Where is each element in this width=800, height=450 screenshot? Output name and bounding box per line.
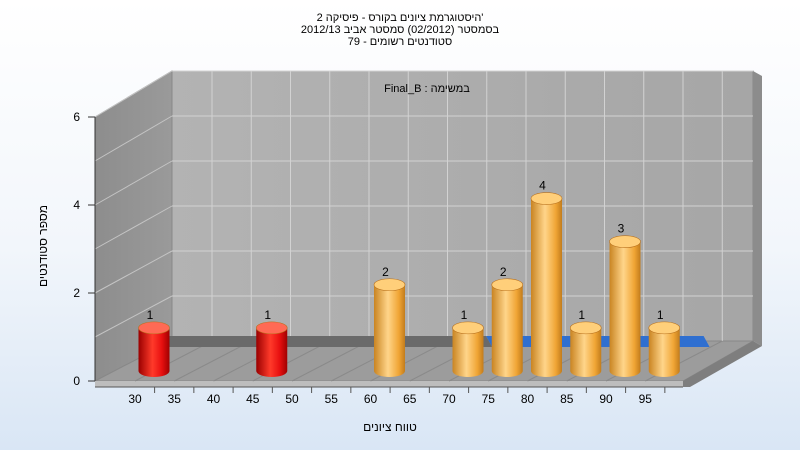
x-tick-label: 75 <box>482 392 496 406</box>
bar-top <box>569 321 602 335</box>
x-axis-label: טווח ציונים <box>363 420 417 434</box>
bar-top <box>530 192 563 205</box>
bar-top <box>491 278 524 292</box>
bar-30: 1 <box>138 308 170 377</box>
bar-value-label: 2 <box>500 265 507 279</box>
x-tick-label: 95 <box>639 392 653 406</box>
x-tick-label: 45 <box>246 392 260 406</box>
bar-body <box>374 284 405 377</box>
chart-title-line-3: סטודנטים רשומים - 79 <box>347 36 453 48</box>
bar-90: 3 <box>609 222 641 377</box>
x-tick-label: 40 <box>207 392 221 406</box>
y-tick-label: 0 <box>73 374 80 388</box>
x-tick-label: 60 <box>364 392 378 406</box>
bar-value-label: 1 <box>264 308 271 322</box>
chart-title-line-1: היסטוגרמת ציונים בקורס - פיסיקה 2' <box>316 12 484 24</box>
bar-body <box>138 327 170 377</box>
bar-75: 2 <box>491 265 524 377</box>
x-tick-label: 55 <box>325 392 339 406</box>
grid-line-diag <box>94 250 173 294</box>
ribbon-gray-segment <box>156 336 493 347</box>
bar-top <box>648 321 681 335</box>
chart-subtitle: Final_B : במשימה <box>384 83 470 95</box>
y-tick-label: 2 <box>73 286 80 300</box>
y-axis-label: מספר סטודנטים <box>36 205 50 287</box>
bar-60: 2 <box>373 265 406 377</box>
x-tick-label: 80 <box>521 392 535 406</box>
bar-top <box>138 321 170 335</box>
bar-70: 1 <box>452 308 484 377</box>
x-tick-label: 70 <box>442 392 456 406</box>
bar-45: 1 <box>255 308 288 377</box>
floor-right-edge <box>683 341 762 387</box>
bar-body <box>648 327 680 377</box>
floor-grid-line <box>291 340 370 382</box>
bar-value-label: 2 <box>382 265 389 279</box>
bar-top <box>609 235 641 248</box>
back-wall-edge <box>753 71 762 346</box>
x-tick-label: 50 <box>285 392 299 406</box>
floor-grid-line <box>174 340 252 382</box>
floor-front-edge <box>95 381 683 387</box>
bar-value-label: 3 <box>618 222 625 236</box>
bar-95: 1 <box>648 308 681 377</box>
y-tick-label: 6 <box>73 110 80 124</box>
chart-title-line-2: בסמסטר (02/2012) סמסטר אביב 2012/13 <box>300 24 500 36</box>
bar-85: 1 <box>569 308 602 377</box>
bar-value-label: 1 <box>461 308 468 322</box>
x-tick-label: 35 <box>168 392 182 406</box>
x-tick-label: 30 <box>128 392 142 406</box>
bar-body <box>256 327 288 377</box>
grid-line-diag <box>94 70 173 118</box>
grid-line-diag <box>94 295 173 338</box>
bar-top <box>373 278 406 292</box>
bar-body <box>609 241 641 377</box>
grid-line-diag <box>94 115 173 162</box>
x-tick-label: 90 <box>599 392 613 406</box>
bar-value-label: 1 <box>657 308 664 322</box>
bar-value-label: 1 <box>147 308 154 322</box>
bar-value-label: 4 <box>539 179 546 193</box>
bar-body <box>570 327 602 377</box>
bar-body <box>491 284 523 377</box>
bar-body <box>531 198 562 377</box>
y-tick-label: 4 <box>73 198 80 212</box>
bar-80: 4 <box>530 179 563 377</box>
grid-line-diag <box>94 205 173 250</box>
grid-line-diag <box>94 160 173 206</box>
bar-value-label: 1 <box>578 308 585 322</box>
bar-top <box>452 321 484 335</box>
bar-top <box>255 321 288 335</box>
bar-body <box>452 327 484 377</box>
x-tick-label: 65 <box>403 392 417 406</box>
x-tick-label: 85 <box>560 392 574 406</box>
